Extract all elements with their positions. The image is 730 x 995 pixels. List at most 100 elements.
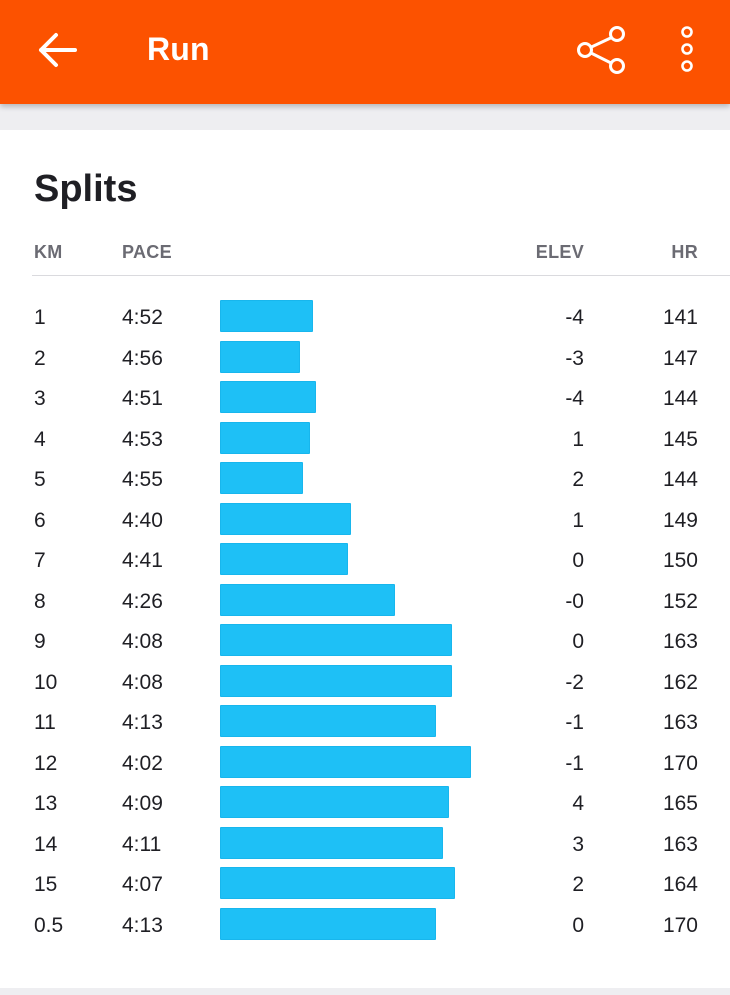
- split-row: 11 4:13 -1 163: [0, 705, 730, 745]
- split-pace: 4:11: [122, 832, 162, 856]
- split-elev: -1: [565, 711, 584, 734]
- pace-bar: [220, 543, 348, 575]
- split-km: 9: [34, 630, 46, 653]
- split-km: 1: [34, 306, 46, 329]
- split-km: 10: [34, 670, 58, 694]
- split-elev: 0: [572, 630, 584, 653]
- split-pace: 4:53: [122, 427, 163, 451]
- split-row: 2 4:56 -3 147: [0, 340, 730, 381]
- split-row: 13 4:09 4 165: [0, 786, 730, 826]
- split-km: 11: [34, 711, 56, 734]
- split-pace: 4:26: [122, 589, 163, 613]
- split-pace: 4:13: [122, 913, 163, 937]
- split-hr: 165: [662, 792, 698, 815]
- split-pace: 4:56: [122, 346, 163, 370]
- pace-bar: [220, 421, 310, 454]
- split-km: 6: [34, 508, 46, 532]
- split-pace: 4:08: [122, 670, 163, 694]
- split-hr: 149: [662, 508, 698, 532]
- split-row: 9 4:08 0 163: [0, 624, 730, 664]
- split-row: 14 4:11 3 163: [0, 826, 730, 867]
- split-elev: -4: [565, 387, 584, 410]
- split-pace: 4:52: [122, 306, 163, 329]
- pace-bar: [220, 502, 351, 535]
- split-km: 4: [34, 427, 46, 451]
- split-pace: 4:41: [122, 549, 163, 572]
- split-row: 12 4:02 -1 170: [0, 745, 730, 786]
- split-hr: 144: [662, 387, 698, 410]
- split-elev: 3: [572, 832, 584, 856]
- split-elev: 4: [572, 792, 584, 815]
- more-options-icon[interactable]: [674, 24, 702, 76]
- split-hr: 170: [662, 751, 698, 775]
- split-pace: 4:40: [122, 508, 163, 532]
- header-divider: [32, 275, 730, 276]
- split-hr: 163: [662, 832, 698, 856]
- split-km: 13: [34, 792, 58, 815]
- split-pace: 4:09: [122, 792, 163, 815]
- pace-bar: [220, 745, 471, 778]
- pace-bar: [220, 340, 300, 373]
- pace-bar: [220, 583, 395, 616]
- splits-card: Splits KM PACE ELEV HR 1 4:52 -4 141 2 4:56 -3…: [0, 130, 730, 988]
- splits-heading: Splits: [34, 168, 138, 210]
- split-hr: 163: [662, 711, 698, 734]
- split-km: 12: [34, 751, 58, 775]
- split-elev: -1: [565, 751, 584, 775]
- split-elev: 1: [572, 427, 584, 451]
- share-icon[interactable]: [574, 24, 628, 78]
- split-elev: -4: [565, 306, 584, 329]
- back-arrow-icon[interactable]: [38, 32, 78, 68]
- split-pace: 4:51: [122, 387, 163, 410]
- column-header-pace: PACE: [122, 242, 172, 262]
- split-pace: 4:02: [122, 751, 163, 775]
- split-km: 14: [34, 832, 58, 856]
- split-hr: 145: [662, 427, 698, 451]
- pace-bar: [220, 381, 316, 413]
- split-row: 0.5 4:13 0 170: [0, 907, 730, 948]
- split-km: 5: [34, 468, 46, 491]
- split-row: 3 4:51 -4 144: [0, 381, 730, 421]
- split-km: 15: [34, 873, 58, 896]
- pace-bar: [220, 786, 449, 818]
- pace-bar: [220, 907, 436, 940]
- split-pace: 4:13: [122, 711, 163, 734]
- pace-bar: [220, 300, 313, 332]
- split-km: 8: [34, 589, 46, 613]
- split-elev: -0: [565, 589, 584, 613]
- split-hr: 170: [662, 913, 698, 937]
- app-bar: Run: [0, 0, 730, 104]
- split-hr: 162: [662, 670, 698, 694]
- split-row: 8 4:26 -0 152: [0, 583, 730, 624]
- split-hr: 141: [662, 306, 698, 329]
- split-elev: 0: [572, 549, 584, 572]
- split-hr: 164: [662, 873, 698, 896]
- split-pace: 4:08: [122, 630, 163, 653]
- split-elev: 2: [572, 468, 584, 491]
- app-bar-title: Run: [147, 31, 210, 67]
- split-hr: 163: [662, 630, 698, 653]
- split-elev: -2: [565, 670, 584, 694]
- split-elev: 1: [572, 508, 584, 532]
- split-row: 15 4:07 2 164: [0, 867, 730, 907]
- split-row: 5 4:55 2 144: [0, 462, 730, 502]
- split-pace: 4:55: [122, 468, 163, 491]
- split-km: 7: [34, 549, 46, 572]
- split-elev: 2: [572, 873, 584, 896]
- pace-bar: [220, 826, 443, 859]
- split-elev: 0: [572, 913, 584, 937]
- split-pace: 4:07: [122, 873, 163, 896]
- split-km: 0.5: [34, 913, 64, 937]
- pace-bar: [220, 624, 452, 656]
- split-hr: 152: [662, 589, 698, 613]
- pace-bar: [220, 867, 455, 899]
- split-row: 4 4:53 1 145: [0, 421, 730, 462]
- pace-bar: [220, 705, 436, 737]
- split-elev: -3: [565, 346, 584, 370]
- split-row: 10 4:08 -2 162: [0, 664, 730, 705]
- column-header-elev: ELEV: [535, 242, 584, 262]
- column-header-hr: HR: [671, 242, 698, 262]
- split-hr: 150: [662, 549, 698, 572]
- split-hr: 144: [662, 468, 698, 491]
- split-row: 1 4:52 -4 141: [0, 300, 730, 340]
